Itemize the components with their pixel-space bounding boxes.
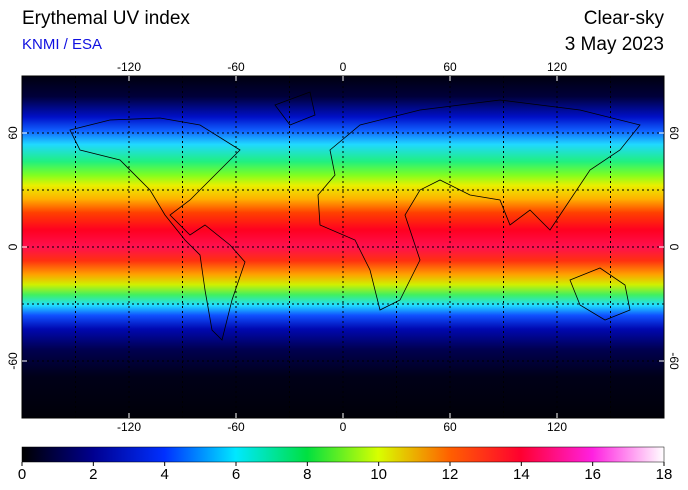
date: 3 May 2023	[565, 34, 664, 55]
colorbar-tick-label: 4	[160, 466, 168, 483]
x-tick-label: 0	[340, 420, 347, 434]
x-tick-label: -120	[117, 420, 141, 434]
mode: Clear-sky	[584, 8, 665, 29]
colorbar-tick-label: 6	[232, 466, 240, 483]
x-tick-label: 120	[547, 420, 567, 434]
colorbar-tick-label: 16	[584, 466, 601, 483]
title: Erythemal UV index	[22, 8, 190, 29]
colorbar-tick-label: 14	[513, 466, 530, 483]
x-tick-label: 60	[443, 420, 457, 434]
colorbar-tick-label: 8	[303, 466, 311, 483]
colorbar-tick-label: 0	[18, 466, 26, 483]
x-tick-label: -120	[117, 60, 141, 74]
x-tick-label: 0	[340, 60, 347, 74]
x-tick-label: 60	[443, 60, 457, 74]
x-tick-label: -60	[227, 60, 245, 74]
y-tick-label: -60	[6, 352, 20, 370]
subtitle: KNMI / ESA	[22, 36, 102, 53]
colorbar-tick-label: 2	[89, 466, 97, 483]
coastlines	[69, 91, 641, 341]
y-tick-label: 0	[667, 244, 681, 251]
y-tick-label: 0	[6, 243, 20, 250]
y-tick-label: 60	[667, 126, 681, 140]
y-tick-label: -60	[667, 352, 681, 370]
x-tick-label: -60	[227, 420, 245, 434]
colorbar-tick-label: 10	[370, 466, 387, 483]
colorbar-tick-label: 18	[656, 466, 673, 483]
y-tick-label: 60	[6, 126, 20, 140]
x-tick-label: 120	[547, 60, 567, 74]
colorbar	[21, 446, 665, 463]
colorbar-tick-label: 12	[442, 466, 459, 483]
